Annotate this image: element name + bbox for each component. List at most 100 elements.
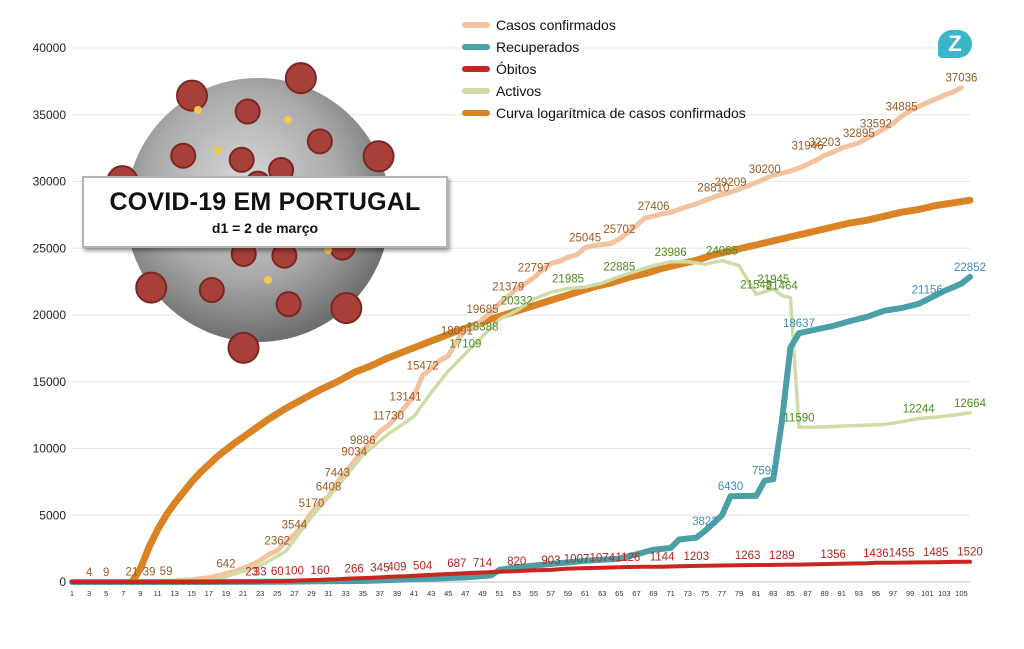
- data-label: 100: [285, 566, 304, 578]
- virus-spike: [228, 146, 255, 173]
- virus-spike: [227, 331, 260, 364]
- virus-spike: [176, 79, 208, 112]
- data-label: 22852: [954, 262, 986, 274]
- data-label: 504: [413, 560, 433, 572]
- data-label: 1203: [684, 551, 710, 563]
- legend-label: Activos: [496, 83, 542, 99]
- data-label: 37036: [945, 73, 977, 85]
- x-tick-label: 1: [70, 589, 74, 598]
- x-tick-label: 93: [855, 589, 863, 598]
- x-tick-label: 83: [769, 589, 777, 598]
- data-label: 23986: [655, 247, 687, 259]
- x-tick-label: 99: [906, 589, 914, 598]
- data-label: 39: [143, 566, 156, 578]
- data-label: 25702: [603, 224, 635, 236]
- legend-swatch: [462, 88, 490, 94]
- data-label: 29209: [715, 177, 747, 189]
- data-label: 687: [447, 558, 466, 570]
- x-tick-label: 41: [410, 589, 418, 598]
- virus-spike: [275, 291, 302, 318]
- legend-swatch: [462, 44, 490, 50]
- data-label: 820: [507, 556, 526, 568]
- legend-item: Curva logarítmica de casos confirmados: [462, 102, 746, 124]
- series-line-0: [69, 85, 964, 585]
- data-label: 27406: [638, 201, 670, 213]
- legend-label: Óbitos: [496, 61, 537, 77]
- data-label: 22885: [603, 261, 635, 273]
- chart-title: COVID-19 EM PORTUGAL: [109, 188, 421, 216]
- legend-swatch: [462, 22, 490, 28]
- data-label: 18388: [467, 322, 499, 334]
- data-label: 33: [254, 567, 267, 579]
- data-label: 24065: [706, 246, 738, 258]
- legend-label: Curva logarítmica de casos confirmados: [496, 105, 746, 121]
- x-tick-label: 73: [684, 589, 692, 598]
- data-label: 903: [541, 555, 560, 567]
- virus-dot: [264, 276, 272, 284]
- x-tick-label: 71: [666, 589, 674, 598]
- x-tick-label: 105: [955, 589, 968, 598]
- legend-item: Activos: [462, 80, 746, 102]
- data-label: 18091: [441, 325, 473, 337]
- y-tick-label: 15000: [33, 375, 67, 389]
- x-tick-label: 15: [188, 589, 196, 598]
- data-label: 6408: [316, 481, 342, 493]
- series-line-1: [69, 273, 973, 585]
- x-tick-label: 53: [513, 589, 521, 598]
- x-tick-label: 67: [632, 589, 640, 598]
- virus-spike: [284, 62, 317, 95]
- virus-dot: [194, 106, 202, 114]
- data-label: 345: [370, 562, 389, 574]
- x-tick-label: 21: [239, 589, 247, 598]
- data-label: 2362: [264, 535, 290, 547]
- chart-legend: Casos confirmados Recuperados Óbitos Activo…: [462, 14, 746, 124]
- legend-swatch: [462, 66, 490, 72]
- data-label: 28810: [697, 182, 729, 194]
- y-tick-label: 35000: [33, 108, 67, 122]
- x-tick-label: 47: [461, 589, 469, 598]
- virus-spike: [330, 292, 363, 325]
- x-tick-label: 13: [170, 589, 178, 598]
- virus-dot: [214, 146, 222, 154]
- data-label: 32895: [843, 128, 875, 140]
- y-tick-label: 20000: [33, 308, 67, 322]
- x-tick-label: 31: [324, 589, 332, 598]
- y-tick-label: 25000: [33, 241, 67, 255]
- virus-dot: [324, 246, 332, 254]
- x-tick-label: 5: [104, 589, 108, 598]
- x-tick-label: 29: [307, 589, 315, 598]
- legend-label: Casos confirmados: [496, 17, 616, 33]
- data-label: 21: [125, 567, 138, 579]
- legend-item: Óbitos: [462, 58, 746, 80]
- chart-subtitle: d1 = 2 de março: [211, 220, 319, 236]
- y-tick-label: 5000: [39, 508, 66, 522]
- data-label: 21548: [740, 279, 772, 291]
- x-tick-label: 45: [444, 589, 452, 598]
- data-label: 30200: [749, 164, 781, 176]
- data-label: 18637: [783, 318, 815, 330]
- x-tick-label: 75: [701, 589, 709, 598]
- data-label: 1289: [769, 550, 795, 562]
- data-label: 1520: [957, 547, 983, 559]
- data-label: 9034: [341, 446, 367, 458]
- x-tick-label: 19: [222, 589, 230, 598]
- y-tick-label: 0: [59, 575, 66, 589]
- data-label: 11730: [373, 410, 404, 422]
- data-label: 33592: [860, 119, 892, 131]
- data-label: 9886: [350, 435, 376, 447]
- data-label: 32203: [809, 137, 841, 149]
- x-tick-label: 25: [273, 589, 281, 598]
- data-label: 21945: [757, 274, 789, 286]
- data-label: 6430: [718, 481, 744, 493]
- data-label: 4: [86, 567, 93, 579]
- series-line-2: [70, 559, 972, 584]
- data-label: 60: [271, 566, 284, 578]
- x-tick-label: 35: [359, 589, 367, 598]
- x-tick-label: 61: [581, 589, 589, 598]
- x-tick-label: 79: [735, 589, 743, 598]
- data-label: 7590: [752, 466, 778, 478]
- x-tick-label: 87: [803, 589, 811, 598]
- brand-logo: Z: [938, 30, 972, 58]
- legend-item: Recuperados: [462, 36, 746, 58]
